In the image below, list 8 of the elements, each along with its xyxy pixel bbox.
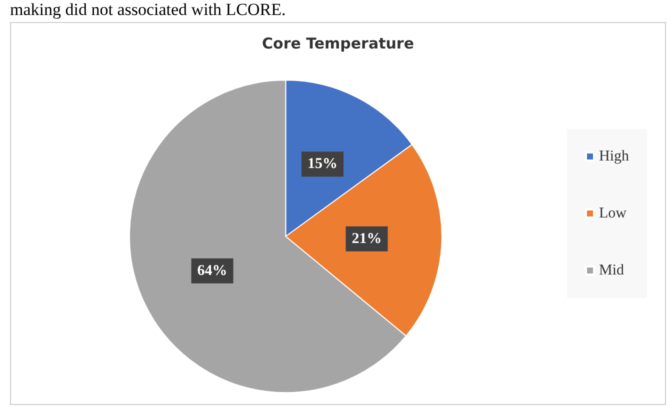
- chart-title: Core Temperature: [262, 34, 414, 52]
- data-label: 15%: [308, 156, 338, 172]
- data-label: 21%: [352, 230, 382, 247]
- data-label: 64%: [197, 262, 228, 279]
- text: making did not associated with LCORE.: [9, 0, 287, 20]
- legend-label: Mid: [599, 262, 625, 278]
- legend-label: High: [599, 148, 630, 164]
- legend-label: Low: [599, 206, 627, 222]
